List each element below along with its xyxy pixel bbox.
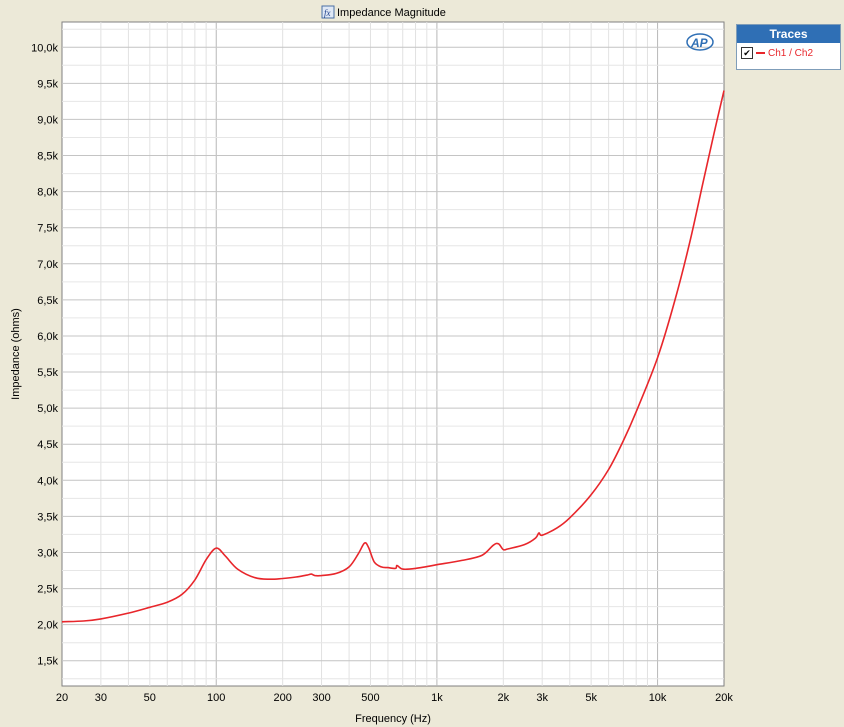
x-tick-label: 2k (498, 692, 510, 704)
y-tick-label: 8,5k (37, 151, 58, 163)
ap-logo: AP (686, 33, 714, 51)
trace-label: Ch1 / Ch2 (768, 47, 814, 59)
x-tick-label: 1k (431, 692, 443, 704)
chart-title: Impedance Magnitude (337, 7, 446, 19)
y-tick-label: 1,5k (37, 656, 58, 668)
x-tick-label: 10k (649, 692, 667, 704)
y-tick-label: 7,0k (37, 259, 58, 271)
trace-item-ch1-ch2[interactable]: ✔ Ch1 / Ch2 (737, 43, 840, 63)
y-tick-labels: 1,5k 2,0k 2,5k 3,0k 3,5k 4,0k 4,5k 5,0k 5,5k 6,0k… (31, 42, 58, 667)
trace-checkbox[interactable]: ✔ (741, 47, 753, 59)
y-tick-label: 6,5k (37, 295, 58, 307)
trace-color-swatch (756, 52, 765, 54)
y-tick-label: 5,5k (37, 367, 58, 379)
x-tick-label: 20k (715, 692, 733, 704)
x-tick-label: 50 (144, 692, 156, 704)
x-tick-label: 200 (273, 692, 291, 704)
x-tick-labels: 20 30 50 100 200 300 500 1k 2k 3k 5k 10k 20k (56, 692, 733, 704)
x-tick-label: 30 (95, 692, 107, 704)
y-tick-label: 2,0k (37, 620, 58, 632)
series-line-ch1-ch2 (61, 90, 725, 623)
y-tick-label: 4,0k (37, 475, 58, 487)
grid (62, 22, 724, 686)
traces-panel: Traces ✔ Ch1 / Ch2 (736, 24, 841, 70)
y-tick-label: 8,0k (37, 187, 58, 199)
x-tick-label: 3k (536, 692, 548, 704)
y-axis-label: Impedance (ohms) (10, 308, 22, 400)
y-tick-label: 2,5k (37, 584, 58, 596)
fx-icon-glyph: fx (324, 8, 331, 18)
series-layer (61, 90, 725, 623)
chart-title-bar: fx Impedance Magnitude (321, 5, 446, 19)
y-tick-label: 5,0k (37, 403, 58, 415)
x-tick-label: 5k (585, 692, 597, 704)
x-tick-label: 500 (361, 692, 379, 704)
x-tick-label: 20 (56, 692, 68, 704)
y-tick-label: 3,5k (37, 511, 58, 523)
y-tick-label: 10,0k (31, 42, 58, 54)
y-tick-label: 9,0k (37, 114, 58, 126)
y-tick-label: 4,5k (37, 439, 58, 451)
x-tick-label: 100 (207, 692, 225, 704)
traces-header: Traces (737, 25, 840, 43)
y-tick-label: 7,5k (37, 223, 58, 235)
y-tick-label: 9,5k (37, 78, 58, 90)
x-axis-label: Frequency (Hz) (355, 713, 431, 725)
y-tick-label: 3,0k (37, 547, 58, 559)
y-tick-label: 6,0k (37, 331, 58, 343)
x-tick-label: 300 (312, 692, 330, 704)
ap-logo-text: AP (690, 36, 709, 50)
fx-icon[interactable] (321, 5, 335, 19)
